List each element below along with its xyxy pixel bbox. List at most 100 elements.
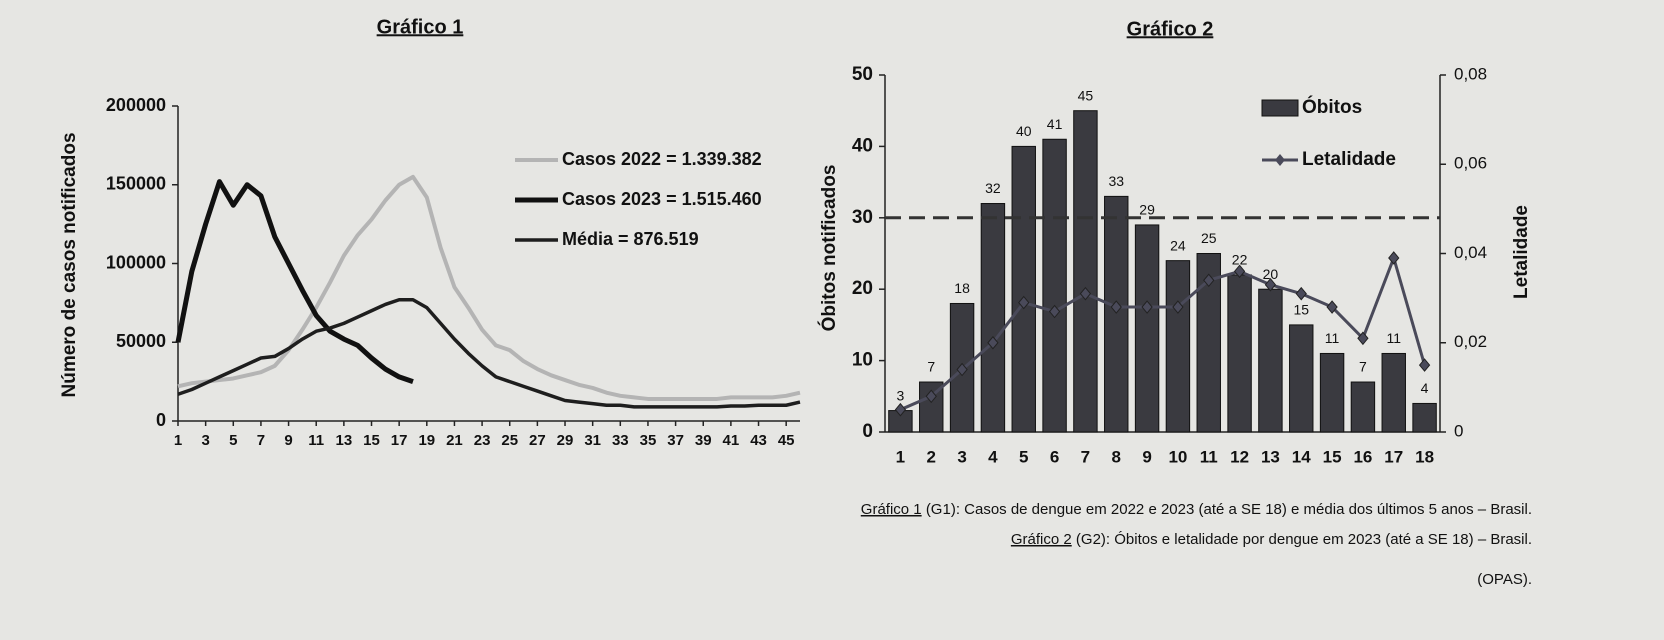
y2-tick-label: 0: [1454, 421, 1463, 440]
x-tick-label: 17: [1384, 447, 1403, 466]
line-marker: [1172, 300, 1184, 314]
x-tick-label: 1: [174, 432, 182, 449]
caption: Gráfico 1 (G1): Casos de dengue em 2022 …: [861, 501, 1532, 518]
x-tick-label: 3: [201, 432, 209, 449]
bar: [1319, 352, 1345, 433]
y-tick-label: 0: [156, 410, 166, 430]
y-tick-label: 150000: [106, 174, 166, 194]
series-line: [177, 174, 801, 401]
bar-value-label: 11: [1386, 330, 1401, 346]
y-tick-label: 10: [852, 350, 873, 371]
x-tick-label: 31: [584, 432, 601, 449]
legend-label: Média = 876.519: [562, 229, 699, 249]
x-tick-label: 11: [308, 432, 324, 449]
y-tick-label: 200000: [106, 95, 166, 115]
line-marker: [1110, 300, 1122, 314]
legend-label: Casos 2023 = 1.515.460: [562, 189, 762, 209]
y-tick-label: 0: [862, 421, 873, 442]
bar-value-label: 25: [1201, 230, 1217, 246]
legend-label: Óbitos: [1302, 96, 1362, 118]
line-marker: [1079, 286, 1092, 301]
x-tick-label: 3: [957, 447, 966, 466]
bar: [1196, 253, 1221, 433]
line-marker: [1357, 331, 1369, 346]
legend-label: Letalidade: [1302, 149, 1396, 170]
bar-value-label: 18: [954, 280, 970, 296]
series-line: [899, 253, 1427, 412]
bar-value-label: 45: [1078, 87, 1094, 103]
bar: [980, 203, 1006, 433]
chart-title: Gráfico 2: [1127, 18, 1214, 40]
x-tick-label: 7: [1081, 447, 1090, 466]
y-tick-label: 40: [852, 135, 873, 156]
bar: [1134, 224, 1160, 433]
bar: [1011, 145, 1036, 433]
bar-value-label: 3: [897, 387, 905, 403]
x-tick-label: 13: [1261, 447, 1280, 466]
x-tick-label: 7: [257, 432, 265, 449]
bar: [919, 381, 944, 433]
bar: [1381, 352, 1406, 433]
y2-tick-label: 0,06: [1454, 154, 1487, 173]
x-tick-label: 9: [1142, 447, 1151, 466]
line-marker: [1048, 304, 1061, 319]
line-marker: [1141, 300, 1153, 314]
bar: [1073, 110, 1098, 433]
line-marker: [1264, 277, 1277, 292]
line-marker: [987, 335, 999, 350]
x-tick-label: 19: [418, 432, 435, 449]
caption-link: Gráfico 2: [1011, 531, 1072, 548]
x-tick-label: 4: [988, 447, 998, 466]
bar: [1412, 402, 1437, 433]
y-tick-label: 100000: [106, 252, 166, 272]
x-tick-label: 23: [474, 432, 491, 449]
x-tick-label: 9: [284, 432, 292, 449]
y2-axis-label: Letalidade: [1511, 205, 1532, 299]
x-tick-label: 5: [229, 432, 237, 449]
x-tick-label: 13: [336, 432, 353, 449]
bar-value-label: 22: [1232, 252, 1248, 268]
x-tick-label: 1: [896, 447, 905, 466]
caption-text: (G1): Casos de dengue em 2022 e 2023 (at…: [926, 501, 1532, 518]
legend-swatch: [1261, 99, 1299, 117]
x-tick-label: 10: [1168, 447, 1187, 466]
bar-value-label: 29: [1139, 202, 1155, 218]
bar: [1258, 288, 1283, 433]
bar-value-label: 7: [1359, 359, 1367, 375]
legend-label: Casos 2022 = 1.339.382: [562, 149, 762, 169]
x-tick-label: 18: [1415, 447, 1434, 466]
bar-value-label: 15: [1293, 302, 1309, 318]
x-tick-label: 11: [1200, 447, 1218, 466]
x-tick-label: 2: [927, 447, 936, 466]
y2-tick-label: 0,04: [1454, 243, 1487, 262]
x-tick-label: 15: [363, 432, 380, 449]
bar-value-label: 20: [1263, 266, 1279, 282]
x-tick-label: 41: [723, 432, 740, 449]
x-tick-label: 39: [695, 432, 712, 449]
y-axis-label: Óbitos notificados: [818, 165, 840, 332]
line-marker: [1388, 251, 1400, 265]
source: (OPAS).: [1477, 571, 1532, 588]
y-tick-label: 50: [852, 64, 873, 85]
bar-value-label: 11: [1325, 330, 1340, 346]
bar-value-label: 4: [1421, 380, 1429, 396]
y-tick-label: 50000: [116, 331, 166, 351]
bar-value-label: 33: [1108, 173, 1124, 189]
bar: [1042, 138, 1067, 433]
x-tick-label: 15: [1323, 447, 1342, 466]
line-marker: [1018, 295, 1030, 310]
x-tick-label: 6: [1050, 447, 1059, 466]
x-tick-label: 33: [612, 432, 629, 449]
caption-text: (G2): Óbitos e letalidade por dengue em …: [1076, 531, 1532, 548]
series-line: [175, 179, 414, 384]
x-tick-label: 8: [1112, 447, 1121, 466]
y-tick-label: 20: [852, 278, 873, 299]
x-tick-label: 16: [1353, 447, 1372, 466]
x-tick-label: 37: [667, 432, 684, 449]
y-axis-label: Número de casos notificados: [59, 132, 80, 397]
bar: [1350, 381, 1376, 433]
bar-value-label: 7: [927, 359, 935, 375]
x-tick-label: 5: [1019, 447, 1028, 466]
